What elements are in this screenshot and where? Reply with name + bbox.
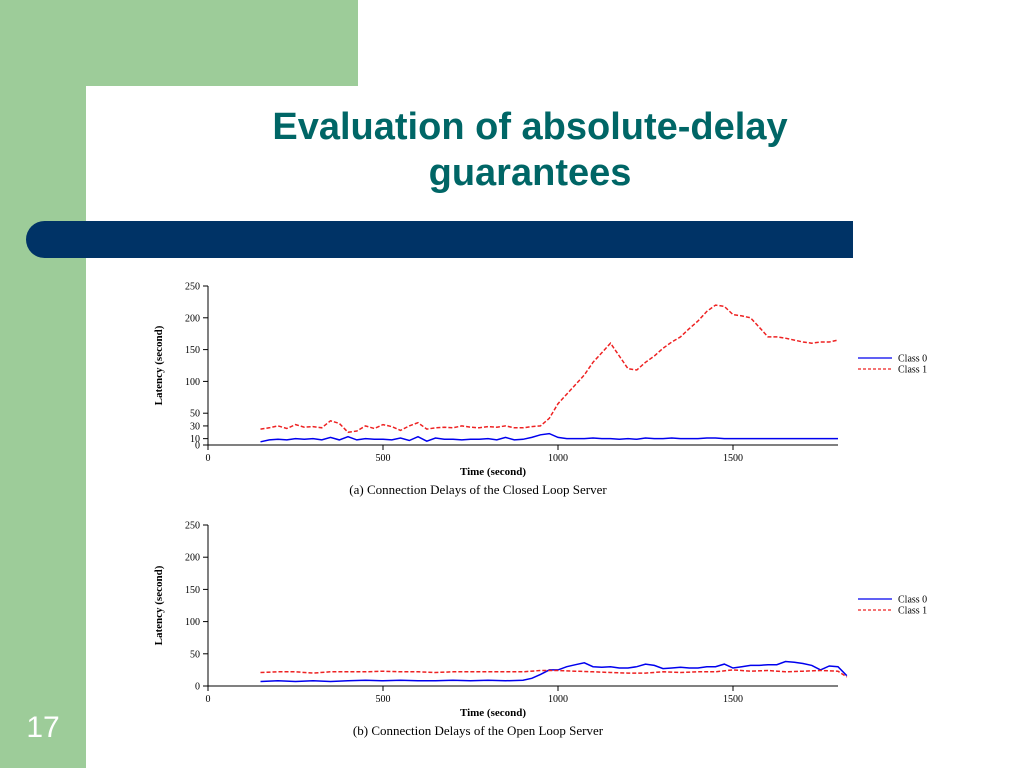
x-tick-label: 1000 <box>548 694 568 705</box>
chart-caption: (b) Connection Delays of the Open Loop S… <box>353 723 604 738</box>
x-tick-label: 500 <box>376 453 391 464</box>
x-axis-label: Time (second) <box>460 707 526 719</box>
legend-label-class-1: Class 1 <box>898 606 927 617</box>
y-tick-label: 50 <box>190 409 200 420</box>
y-tick-label: 0 <box>195 682 200 693</box>
background-green-left <box>0 0 86 768</box>
legend-label-class-0: Class 0 <box>898 595 927 606</box>
y-tick-label: 150 <box>185 585 200 596</box>
slide-title-line2: guarantees <box>428 152 632 194</box>
y-tick-label: 10 <box>190 434 200 445</box>
slide-number: 17 <box>26 711 60 744</box>
x-tick-label: 0 <box>206 694 211 705</box>
y-tick-label: 250 <box>185 521 200 532</box>
x-tick-label: 500 <box>376 694 391 705</box>
x-tick-label: 1500 <box>723 453 743 464</box>
slide-title: Evaluation of absolute-delay guarantees <box>180 104 880 196</box>
y-tick-label: 200 <box>185 553 200 564</box>
x-tick-label: 1000 <box>548 453 568 464</box>
y-tick-label: 30 <box>190 421 200 432</box>
chart-caption: (a) Connection Delays of the Closed Loop… <box>349 482 607 497</box>
series-line-class-0 <box>260 432 838 443</box>
legend-label-class-1: Class 1 <box>898 365 927 376</box>
y-axis-label: Latency (second) <box>153 325 165 405</box>
series-line-class-1 <box>260 669 848 678</box>
background-green-top <box>0 0 358 86</box>
y-axis-label: Latency (second) <box>153 565 165 645</box>
chart-open-loop: 0 50 100 150 200 250 0 500 1000 1500 Time (second)… <box>153 521 927 739</box>
y-tick-label: 50 <box>190 649 200 660</box>
x-tick-label: 0 <box>206 453 211 464</box>
series-line-class-1 <box>260 304 839 434</box>
y-tick-label: 150 <box>185 345 200 356</box>
y-tick-label: 0 <box>195 441 200 452</box>
y-tick-label: 100 <box>185 617 200 628</box>
y-tick-label: 250 <box>185 282 200 293</box>
x-axis-label: Time (second) <box>460 466 526 478</box>
y-tick-label: 200 <box>185 313 200 324</box>
x-tick-label: 1500 <box>723 694 743 705</box>
title-divider-bar <box>26 221 853 258</box>
slide-title-line1: Evaluation of absolute-delay <box>272 106 788 148</box>
legend-label-class-0: Class 0 <box>898 354 927 365</box>
y-tick-label: 100 <box>185 377 200 388</box>
content-panel <box>86 86 1024 768</box>
series-line-class-0 <box>260 660 848 683</box>
